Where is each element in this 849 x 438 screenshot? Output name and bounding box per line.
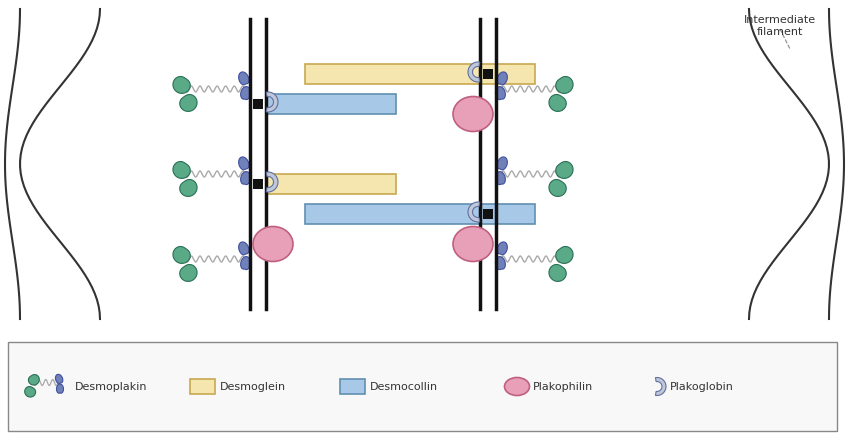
- Bar: [483, 209, 493, 219]
- FancyBboxPatch shape: [8, 342, 837, 431]
- Polygon shape: [496, 172, 505, 185]
- Polygon shape: [496, 88, 505, 100]
- Polygon shape: [240, 257, 250, 270]
- Text: Desmoplakin: Desmoplakin: [75, 381, 148, 392]
- Polygon shape: [28, 374, 39, 385]
- Ellipse shape: [453, 227, 493, 262]
- Polygon shape: [25, 387, 36, 397]
- Bar: [253, 100, 263, 110]
- Text: Desmocollin: Desmocollin: [370, 381, 438, 392]
- Polygon shape: [267, 93, 278, 113]
- FancyBboxPatch shape: [266, 175, 396, 194]
- Polygon shape: [173, 247, 190, 264]
- FancyBboxPatch shape: [266, 95, 396, 115]
- Text: Desmoglein: Desmoglein: [220, 381, 286, 392]
- Polygon shape: [240, 172, 250, 185]
- Polygon shape: [549, 95, 566, 112]
- FancyBboxPatch shape: [305, 65, 535, 85]
- FancyBboxPatch shape: [190, 379, 215, 394]
- Polygon shape: [549, 265, 566, 282]
- Text: Plakophilin: Plakophilin: [533, 381, 593, 392]
- Polygon shape: [57, 384, 64, 393]
- Polygon shape: [240, 88, 250, 100]
- Polygon shape: [267, 173, 278, 193]
- Polygon shape: [239, 73, 249, 85]
- Ellipse shape: [504, 378, 530, 396]
- Polygon shape: [556, 162, 573, 179]
- Polygon shape: [239, 242, 249, 255]
- FancyBboxPatch shape: [305, 205, 535, 225]
- Polygon shape: [180, 265, 197, 282]
- Polygon shape: [549, 180, 566, 197]
- Polygon shape: [55, 374, 63, 384]
- Polygon shape: [180, 180, 197, 197]
- Ellipse shape: [253, 227, 293, 262]
- FancyBboxPatch shape: [340, 379, 365, 394]
- Polygon shape: [497, 242, 508, 255]
- Polygon shape: [239, 158, 249, 170]
- Polygon shape: [655, 378, 666, 396]
- Polygon shape: [468, 202, 480, 223]
- Polygon shape: [556, 247, 573, 264]
- Polygon shape: [496, 257, 505, 270]
- Polygon shape: [180, 95, 197, 112]
- Polygon shape: [497, 158, 508, 170]
- Polygon shape: [173, 162, 190, 179]
- Polygon shape: [173, 78, 190, 94]
- Polygon shape: [497, 73, 508, 85]
- Text: Plakoglobin: Plakoglobin: [670, 381, 734, 392]
- Bar: [483, 70, 493, 80]
- Bar: [253, 180, 263, 190]
- Polygon shape: [556, 78, 573, 94]
- Ellipse shape: [453, 97, 493, 132]
- Polygon shape: [468, 63, 480, 83]
- Text: Intermediate
filament: Intermediate filament: [744, 15, 816, 36]
